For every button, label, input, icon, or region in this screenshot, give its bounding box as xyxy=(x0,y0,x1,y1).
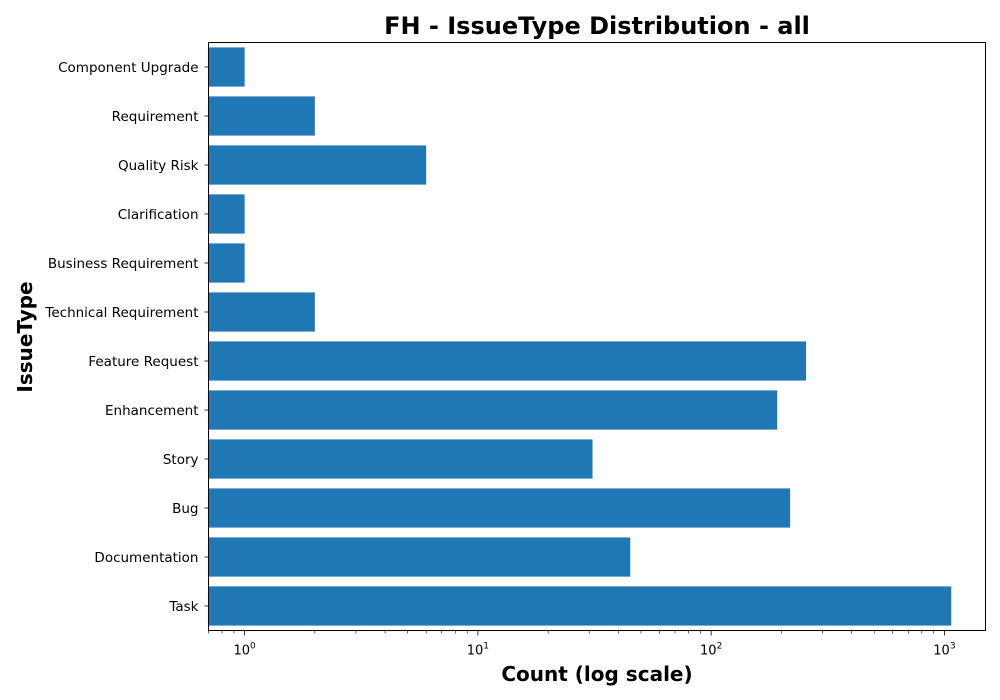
x-tick-base: 10 xyxy=(700,644,717,659)
bar xyxy=(208,537,631,577)
bar xyxy=(208,586,952,626)
x-tick-exponent: 0 xyxy=(250,642,256,652)
bar xyxy=(208,194,245,234)
x-tick-label: 101 xyxy=(467,642,489,659)
x-tick-exponent: 3 xyxy=(950,642,956,652)
y-tick-label: Business Requirement xyxy=(48,256,199,272)
y-tick-label: Documentation xyxy=(94,550,198,566)
x-axis-label: Count (log scale) xyxy=(501,662,692,686)
x-tick-label: 103 xyxy=(933,642,955,659)
y-tick-label: Enhancement xyxy=(105,403,199,419)
bar xyxy=(208,439,593,479)
bar xyxy=(208,488,791,528)
bar xyxy=(208,390,778,430)
x-tick-label: 100 xyxy=(233,642,256,659)
bar xyxy=(208,96,315,136)
x-axis-ticks: 100 101 102 103 xyxy=(208,630,956,659)
y-tick-label: Story xyxy=(163,452,199,468)
x-tick-base: 10 xyxy=(467,644,484,659)
y-axis-label: IssueType xyxy=(13,281,37,392)
bar xyxy=(208,341,806,381)
bar xyxy=(208,292,315,332)
y-tick-label: Bug xyxy=(172,501,198,517)
y-tick-label: Feature Request xyxy=(88,354,198,370)
y-tick-label: Component Upgrade xyxy=(58,60,198,76)
y-tick-label: Quality Risk xyxy=(118,158,199,174)
bar xyxy=(208,47,245,87)
bars-layer xyxy=(208,47,952,626)
plot-frame xyxy=(208,42,986,631)
x-tick-label: 102 xyxy=(700,642,722,659)
y-tick-label: Task xyxy=(168,599,198,615)
y-tick-label: Technical Requirement xyxy=(44,305,198,321)
y-axis-ticks: Component Upgrade Requirement Quality Risk… xyxy=(44,60,209,615)
y-tick-label: Clarification xyxy=(118,207,199,223)
chart-title: FH - IssueType Distribution - all xyxy=(384,12,810,40)
y-tick-label: Requirement xyxy=(112,109,199,125)
x-tick-exponent: 2 xyxy=(717,642,723,652)
x-tick-exponent: 1 xyxy=(483,642,489,652)
x-tick-base: 10 xyxy=(233,644,250,659)
bar xyxy=(208,145,427,185)
bar xyxy=(208,243,245,283)
x-tick-base: 10 xyxy=(933,644,950,659)
